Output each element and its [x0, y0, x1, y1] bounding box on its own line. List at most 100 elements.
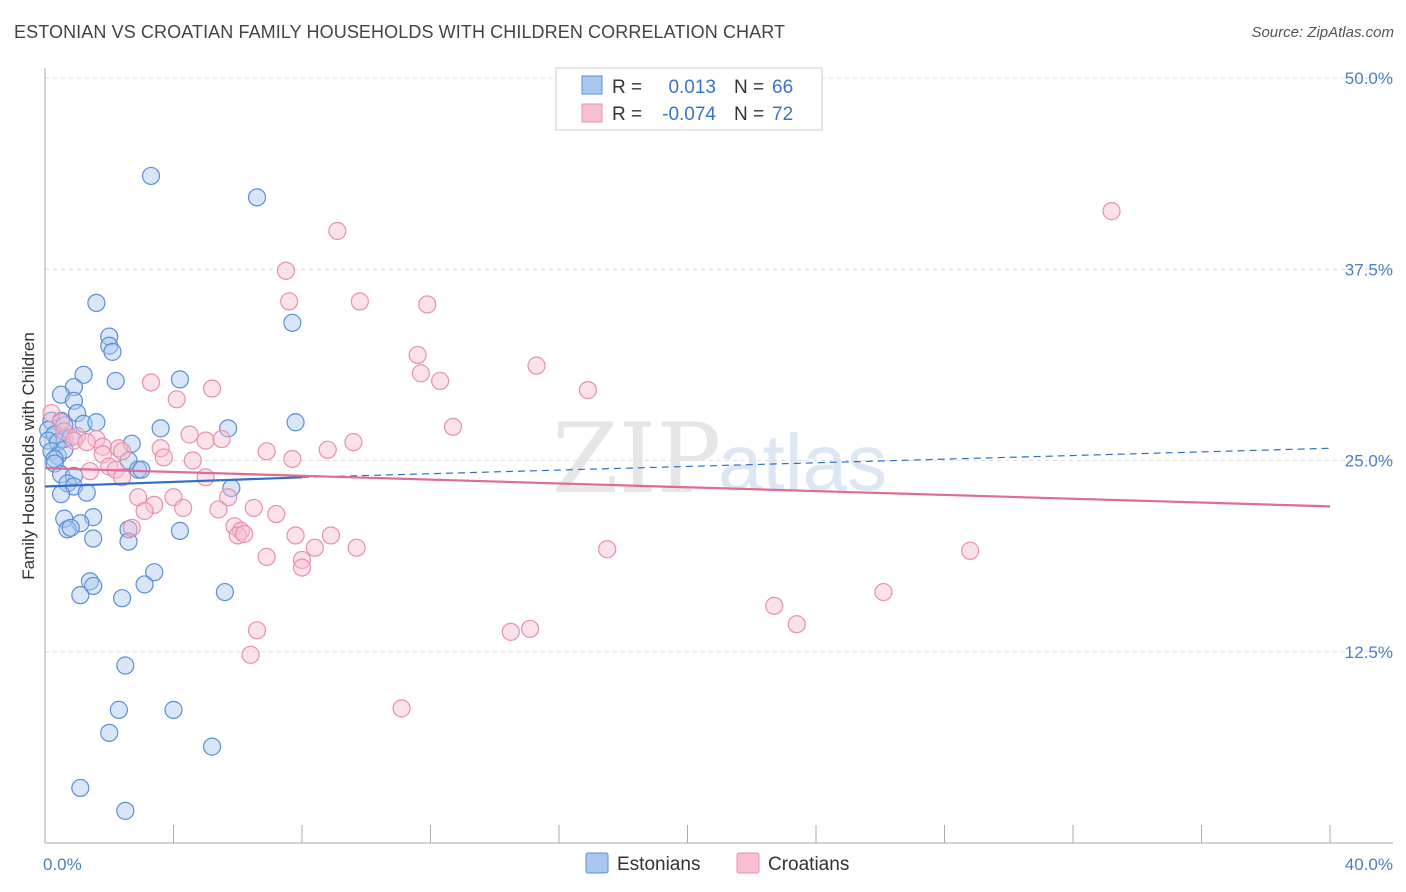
legend-swatch-croatians [581, 103, 603, 123]
croatian-point [527, 356, 546, 375]
croatian-point [196, 468, 215, 487]
croatian-point [280, 292, 299, 311]
croatian-point [392, 699, 411, 718]
croatian-point [219, 488, 238, 507]
estonian-point [219, 419, 238, 438]
y-axis-title: Family Households with Children [19, 332, 38, 580]
estonian-point [170, 521, 190, 540]
estonian-point [68, 403, 87, 423]
estonian-point [132, 460, 151, 479]
croatian-point [42, 403, 61, 423]
estonian-point [145, 563, 164, 582]
croatian-point [141, 373, 161, 392]
croatian-point [286, 526, 305, 545]
series-legend: Estonians Croatians [585, 852, 849, 875]
y-tick-label: 25.0% [1345, 452, 1393, 471]
croatian-point [183, 451, 202, 470]
croatian-point [109, 439, 128, 458]
estonian-point [164, 700, 183, 719]
x-tick-label-max: 40.0% [1345, 855, 1393, 874]
croatian-point [408, 345, 427, 365]
croatian-point [321, 526, 341, 545]
croatian-point [180, 425, 199, 444]
legend-n-label-2: N = [734, 104, 764, 125]
croatian-point [244, 498, 263, 518]
estonian-point [112, 589, 132, 608]
croatian-point [411, 364, 430, 383]
estonian-trendline-extension [301, 447, 1331, 478]
croatian-point [93, 437, 112, 456]
croatian-point [350, 292, 369, 311]
croatian-point [196, 431, 215, 450]
estonians-points [39, 166, 305, 820]
estonian-point [106, 371, 125, 391]
correlation-legend: R = 0.013 N = 66 R = -0.074 N = 72 [555, 67, 823, 131]
croatian-point [1102, 202, 1121, 221]
axes [44, 68, 1393, 844]
y-tick-label: 37.5% [1345, 260, 1393, 279]
grid [45, 77, 1393, 653]
croatian-point [135, 501, 154, 521]
croatian-point [520, 619, 540, 638]
estonian-point [116, 801, 135, 820]
croatian-point [347, 538, 366, 557]
croatian-point [247, 621, 267, 640]
croatians-points [42, 202, 1121, 718]
estonian-point [71, 778, 90, 798]
croatian-point [283, 449, 302, 469]
legend-n-label-1: N = [734, 77, 764, 98]
legend-n-value-1: 66 [772, 77, 793, 98]
estonian-point [100, 723, 119, 742]
y-tick-labels: 12.5% 25.0% 37.5% 50.0% [1345, 69, 1393, 662]
estonian-point [87, 293, 106, 313]
croatian-point [112, 468, 132, 487]
estonian-trendline [44, 476, 303, 488]
croatian-point [212, 429, 231, 449]
y-tick-label: 12.5% [1345, 643, 1393, 662]
estonian-point [51, 485, 71, 504]
estonian-point [71, 586, 90, 605]
estonian-point [87, 413, 106, 432]
bottom-legend-swatch-croatians [736, 852, 760, 874]
estonian-point [202, 737, 222, 756]
croatian-point [174, 498, 193, 518]
croatian-point [292, 550, 312, 570]
estonian-point [84, 529, 103, 548]
estonian-point [84, 576, 103, 596]
croatian-point [787, 615, 806, 634]
bottom-legend-swatch-estonians [585, 852, 609, 874]
estonian-point [283, 313, 302, 332]
estonian-point [77, 483, 96, 502]
bottom-legend-croatians: Croatians [768, 854, 849, 875]
croatian-point [241, 645, 260, 664]
legend-r-label-2: R = [612, 104, 642, 125]
estonian-point [141, 166, 161, 186]
estonian-point [119, 451, 138, 470]
croatian-point [501, 622, 520, 641]
estonian-point [100, 327, 119, 346]
croatian-point [431, 371, 450, 391]
source-label: Source: ZipAtlas.com [1251, 24, 1394, 41]
y-tick-label: 50.0% [1345, 69, 1393, 88]
croatian-point [292, 558, 312, 577]
croatian-point [276, 261, 296, 280]
croatian-point [209, 500, 228, 519]
croatian-point [122, 518, 141, 537]
bottom-legend-estonians: Estonians [617, 854, 700, 875]
estonian-point [103, 342, 122, 361]
croatian-trendline [44, 467, 1331, 508]
watermark-zip: ZIP [552, 403, 721, 515]
legend-swatch-estonians [581, 75, 603, 95]
trendlines [44, 447, 1331, 508]
estonian-point [286, 413, 305, 432]
croatian-point [235, 524, 254, 544]
x-tick-labels: 0.0% 40.0% [43, 855, 1393, 874]
croatian-point [344, 433, 363, 452]
croatian-point [257, 547, 276, 566]
croatian-point [961, 541, 980, 560]
estonian-point [119, 532, 138, 551]
watermark: ZIP atlas [552, 403, 887, 515]
estonian-point [116, 656, 135, 675]
croatian-point [765, 596, 784, 615]
